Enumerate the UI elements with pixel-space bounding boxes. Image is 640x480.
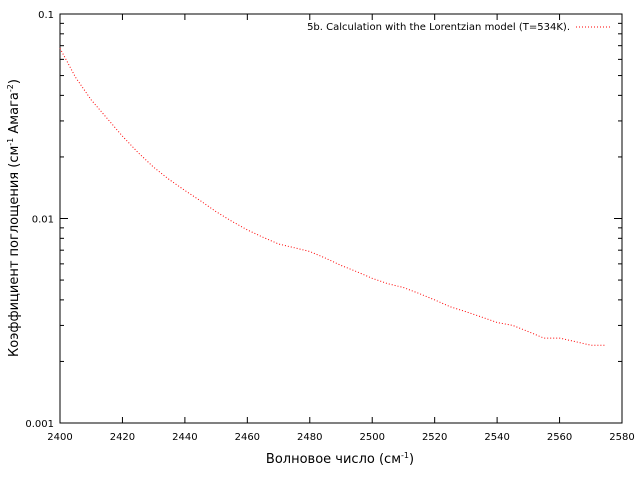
x-tick-label: 2440	[172, 432, 197, 443]
x-tick-label: 2420	[110, 432, 135, 443]
x-tick-label: 2540	[484, 432, 509, 443]
x-tick-label: 2480	[297, 432, 322, 443]
y-tick-label: 0.1	[38, 10, 54, 21]
y-tick-label: 0.01	[32, 215, 54, 226]
x-tick-label: 2500	[359, 432, 384, 443]
legend-label: 5b. Calculation with the Lorentzian mode…	[307, 22, 570, 33]
x-tick-label: 2560	[547, 432, 572, 443]
x-tick-label: 2400	[47, 432, 72, 443]
x-axis: 2400 2420 2440 2460 2480 2500 2520 2540 2560 2580	[47, 14, 635, 443]
x-tick-label: 2520	[422, 432, 447, 443]
y-axis-title: Коэффициент поглощения (см-1 Амага-2)	[6, 79, 22, 357]
y-tick-label: 0.001	[25, 419, 54, 430]
x-axis-title: Волновое число (см-1)	[266, 451, 414, 467]
x-tick-label: 2580	[609, 432, 634, 443]
y-axis: 0.001 0.01 0.1	[25, 10, 622, 430]
plot-frame	[59, 13, 623, 424]
legend: 5b. Calculation with the Lorentzian mode…	[307, 22, 610, 33]
x-tick-label: 2460	[235, 432, 260, 443]
series-layer	[59, 48, 607, 346]
series-line	[59, 48, 607, 346]
